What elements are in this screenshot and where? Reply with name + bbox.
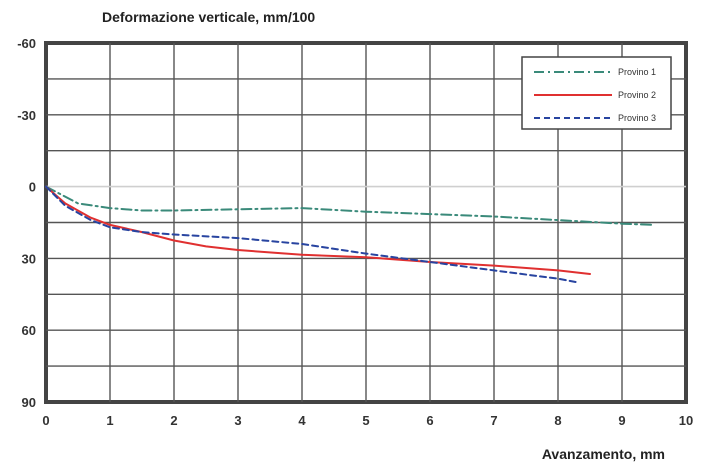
series-line-provino-1	[45, 185, 655, 226]
x-tick-label: 3	[234, 413, 241, 428]
tick-layer: 0 1 2 3 4 5 6 7 8 9 10 -60 -30 0 30 60 90	[17, 36, 693, 428]
x-tick-label: 4	[298, 413, 306, 428]
legend: Provino 1 Provino 2 Provino 3	[521, 56, 672, 130]
legend-label: Provino 1	[618, 67, 656, 77]
y-axis-title: Deformazione verticale, mm/100	[102, 9, 315, 25]
y-tick-label: 90	[22, 395, 36, 410]
legend-label: Provino 3	[618, 113, 656, 123]
y-tick-label: -30	[17, 108, 36, 123]
x-tick-label: 7	[490, 413, 497, 428]
y-tick-label: -60	[17, 36, 36, 51]
y-tick-label: 30	[22, 251, 36, 266]
series-layer	[45, 185, 655, 284]
y-tick-label: 0	[29, 180, 36, 195]
legend-label: Provino 2	[618, 90, 656, 100]
x-tick-label: 5	[362, 413, 369, 428]
x-tick-label: 8	[554, 413, 561, 428]
x-tick-label: 9	[618, 413, 625, 428]
x-tick-label: 10	[679, 413, 693, 428]
x-tick-label: 1	[106, 413, 113, 428]
x-tick-label: 6	[426, 413, 433, 428]
x-axis-title: Avanzamento, mm	[542, 446, 665, 462]
series-line-provino-2	[45, 185, 591, 275]
x-tick-label: 2	[170, 413, 177, 428]
series-line-provino-3	[45, 185, 579, 284]
y-tick-label: 60	[22, 323, 36, 338]
x-tick-label: 0	[42, 413, 49, 428]
